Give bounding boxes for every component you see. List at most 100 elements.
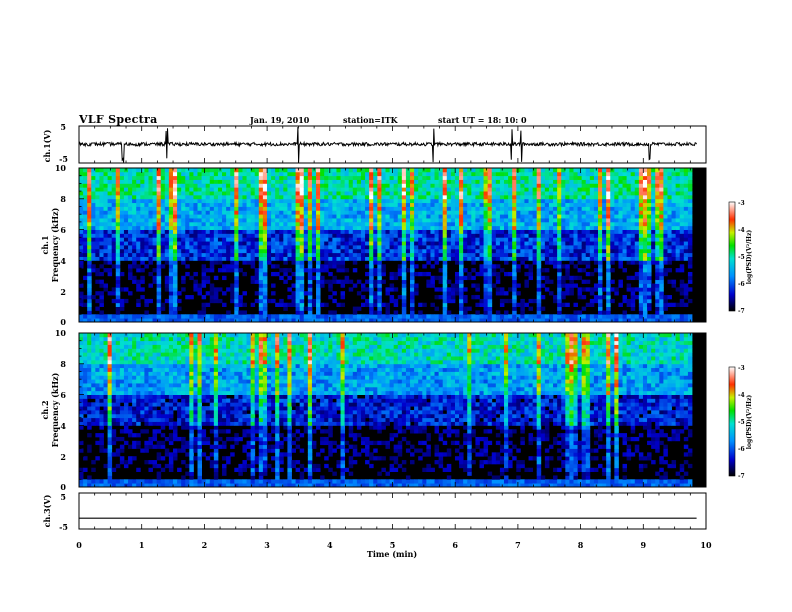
spectrogram-cell xyxy=(630,171,636,177)
spectrogram-cell xyxy=(316,256,321,261)
spectrogram-cell xyxy=(634,221,640,227)
spectrogram-cell xyxy=(622,233,628,238)
spectrogram-cell xyxy=(663,198,668,204)
spectrogram-cell xyxy=(316,275,321,281)
spectrogram-cell xyxy=(561,291,566,296)
spectrogram-cell xyxy=(504,171,509,177)
spectrogram-cell xyxy=(283,179,288,184)
spectrogram-cell xyxy=(360,314,366,319)
spectrogram-cell xyxy=(438,210,444,215)
spectrogram-cell xyxy=(123,225,129,230)
spectrogram-cell xyxy=(193,248,198,254)
spectrogram-cell xyxy=(663,210,668,215)
spectrogram-cell xyxy=(569,237,574,242)
spectrogram-cell xyxy=(128,248,133,254)
spectrogram-cell xyxy=(536,314,542,319)
spectrogram-cell xyxy=(561,225,566,230)
spectrogram-cell xyxy=(463,295,468,300)
spectrogram-cell xyxy=(630,287,636,292)
spectrogram-cell xyxy=(328,287,333,292)
spectrogram-cell xyxy=(119,298,125,304)
spectrogram-cell xyxy=(107,252,113,257)
spectrogram-cell xyxy=(585,198,591,204)
spectrogram-cell xyxy=(675,252,681,257)
spectrogram-cell xyxy=(520,168,525,173)
spectrogram-cell xyxy=(316,314,321,319)
spectrogram-cell xyxy=(316,229,321,234)
spectrogram-cell xyxy=(242,248,247,254)
spectrogram-cell xyxy=(279,268,284,273)
spectrogram-cell xyxy=(95,279,100,284)
spectrogram-cell xyxy=(598,252,603,257)
spectrogram-cell xyxy=(119,302,125,307)
spectrogram-cell xyxy=(475,314,480,319)
spectrogram-cell xyxy=(271,314,276,319)
spectrogram-cell xyxy=(128,171,133,177)
spectrogram-cell xyxy=(217,194,223,200)
spectrogram-cell xyxy=(504,187,509,192)
spectrogram-cell xyxy=(295,206,301,211)
spectrogram-cell xyxy=(499,245,505,250)
spectrogram-cell xyxy=(299,179,305,184)
spectrogram-cell xyxy=(156,225,162,230)
spectrogram-cell xyxy=(107,260,113,265)
spectrogram-cell xyxy=(128,175,133,180)
spectrogram-cell xyxy=(83,225,88,230)
spectrogram-cell xyxy=(475,202,480,207)
spectrogram-cell xyxy=(324,302,329,307)
spectrogram-cell xyxy=(136,202,141,207)
spectrogram-cell xyxy=(675,194,681,200)
spectrogram-cell xyxy=(418,310,423,315)
spectrogram-cell xyxy=(495,194,501,200)
spectrogram-cell xyxy=(410,279,415,284)
spectrogram-cell xyxy=(250,245,256,250)
spectrogram-cell xyxy=(336,264,341,269)
spectrogram-cell xyxy=(516,302,521,307)
spectrogram-cell xyxy=(365,252,370,257)
spectrogram-cell xyxy=(667,187,672,192)
spectrogram-cell xyxy=(598,291,603,296)
spectrogram-cell xyxy=(593,214,599,219)
spectrogram-cell xyxy=(618,210,623,215)
spectrogram-cell xyxy=(307,194,313,200)
spectrogram-cell xyxy=(479,171,484,177)
spectrogram-cell xyxy=(332,183,337,188)
spectrogram-cell xyxy=(348,191,354,196)
spectrogram-cell xyxy=(393,179,399,184)
spectrogram-cell xyxy=(459,225,464,230)
spectrogram-cell xyxy=(569,245,574,250)
spectrogram-cell xyxy=(287,214,292,219)
spectrogram-cell xyxy=(401,210,407,215)
spectrogram-cell xyxy=(275,175,280,180)
spectrogram-cell xyxy=(295,233,301,238)
spectrogram-cell xyxy=(123,202,129,207)
spectrogram-cell xyxy=(598,194,603,200)
spectrogram-cell xyxy=(324,256,329,261)
spectrogram-cell xyxy=(332,229,337,234)
spectrogram-cell xyxy=(446,310,452,315)
spectrogram-cell xyxy=(638,275,644,281)
spectrogram-cell xyxy=(340,214,346,219)
spectrogram-cell xyxy=(250,175,256,180)
spectrogram-cell xyxy=(291,179,296,184)
spectrogram-cell xyxy=(83,214,88,219)
spectrogram-cell xyxy=(614,252,619,257)
spectrogram-cell xyxy=(475,287,480,292)
spectrogram-cell xyxy=(569,279,574,284)
spectrogram-cell xyxy=(614,210,619,215)
spectrogram-cell xyxy=(410,233,415,238)
spectrogram-cell xyxy=(593,218,599,223)
spectrogram-cell xyxy=(524,179,529,184)
spectrogram-cell xyxy=(123,171,129,177)
spectrogram-cell xyxy=(262,214,268,219)
spectrogram-cell xyxy=(475,171,480,177)
spectrogram-cell xyxy=(83,194,88,200)
spectrogram-cell xyxy=(446,291,452,296)
spectrogram-cell xyxy=(209,291,215,296)
spectrogram-cell xyxy=(213,171,219,177)
spectrogram-cell xyxy=(548,202,554,207)
spectrogram-cell xyxy=(340,291,346,296)
spectrogram-cell xyxy=(418,214,423,219)
spectrogram-cell xyxy=(454,245,460,250)
spectrogram-cell xyxy=(373,248,378,254)
